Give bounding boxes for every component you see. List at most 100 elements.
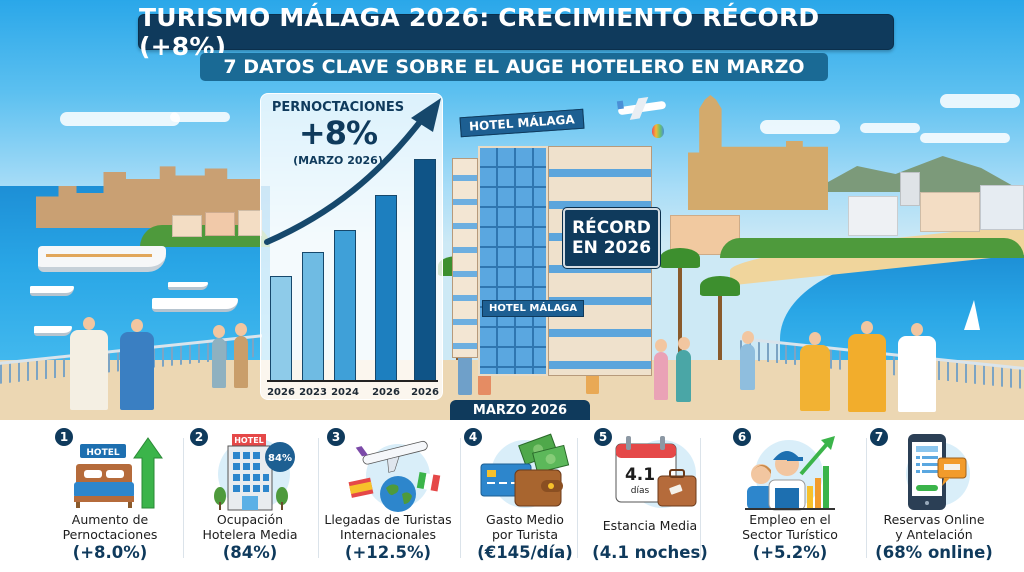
svg-text:HOTEL: HOTEL: [234, 436, 264, 445]
hotel-sign-bottom: HOTEL MÁLAGA: [482, 300, 585, 317]
tourist: [212, 325, 226, 388]
palm-tree: [660, 248, 700, 390]
hotel-wing-left: [452, 158, 478, 358]
tourist: [740, 331, 755, 390]
metric-value: (+5.2%): [752, 543, 828, 562]
record-line-1: RÉCORD: [572, 218, 651, 238]
tourist: [70, 317, 108, 410]
svg-text:HOTEL: HOTEL: [86, 448, 119, 458]
svg-text:4.1: 4.1: [625, 465, 655, 485]
metric-value: (+12.5%): [344, 543, 432, 562]
page-title: TURISMO MÁLAGA 2026: CRECIMIENTO RÉCORD …: [138, 3, 894, 61]
metric-value: (+8.0%): [72, 543, 148, 562]
metric-label: Reservas Online y Antelación: [864, 512, 1004, 542]
metric-card-overnight-stays: 1 HOTEL Aumento de Pernoctaciones (+8.0%…: [40, 420, 180, 572]
metric-label-line: Gasto Medio: [486, 512, 564, 527]
tourist: [120, 319, 154, 410]
metric-number-badge: 5: [594, 428, 612, 446]
building: [900, 172, 920, 206]
metric-card-average-stay: 5 4.1 días Estancia Media (4.1 noches): [580, 420, 720, 572]
hot-air-balloon: [652, 124, 664, 138]
metric-card-online-bookings: 7 Reservas Online y Antelación (68% onli…: [860, 420, 1010, 572]
metric-value: (68% online): [875, 543, 993, 562]
metric-value: (84%): [222, 543, 278, 562]
yacht: [34, 326, 72, 336]
yacht: [168, 282, 208, 290]
hotel-bed-growth-icon: HOTEL: [74, 437, 163, 509]
building: [980, 185, 1024, 230]
divider: [866, 438, 867, 558]
metric-value: (€145/día): [477, 543, 573, 562]
yacht: [30, 286, 74, 296]
divider: [577, 438, 578, 558]
cruise-ship: [38, 246, 166, 272]
metric-label-line: y Antelación: [895, 527, 973, 542]
plane-globe-flags-icon: [348, 440, 441, 512]
building: [848, 196, 898, 236]
metric-label-line: Reservas Online: [883, 512, 985, 527]
yacht: [152, 298, 238, 312]
metric-label: Gasto Medio por Turista: [455, 512, 595, 542]
metric-label-line: Aumento de: [71, 512, 149, 527]
record-line-2: EN 2026: [571, 238, 652, 258]
metric-number-badge: 3: [327, 428, 345, 446]
tourist: [234, 323, 248, 388]
cloud: [940, 94, 1020, 108]
cloud: [60, 112, 180, 126]
metric-label: Llegadas de Turistas Internacionales: [318, 512, 458, 542]
smartphone-booking-icon: [906, 434, 970, 510]
metric-label-line: Hotelera Media: [202, 527, 298, 542]
page-subtitle: 7 DATOS CLAVE SOBRE EL AUGE HOTELERO EN …: [200, 53, 828, 81]
date-tab: MARZO 2026: [450, 400, 590, 420]
x-tick-label: 2023: [299, 387, 327, 398]
metric-number-badge: 4: [464, 428, 482, 446]
metric-number-badge: 7: [870, 428, 888, 446]
chart-title: PERNOCTACIONES: [271, 100, 405, 115]
trees: [720, 238, 1024, 258]
divider: [183, 438, 184, 558]
metric-label-line: Empleo en el: [749, 512, 831, 527]
divider: [700, 438, 701, 558]
metric-label-line: Pernoctaciones: [62, 527, 158, 542]
tourist: [654, 339, 668, 400]
x-tick-label: 2026: [267, 387, 295, 398]
svg-text:días: días: [631, 486, 650, 496]
tourist: [898, 323, 936, 412]
metric-label-line: Llegadas de Turistas: [324, 512, 452, 527]
chart-bar: [302, 252, 324, 382]
chart-baseline: [267, 380, 438, 382]
trend-arrow-icon: [264, 98, 441, 245]
x-tick-label: 2024: [331, 387, 359, 398]
metric-label-line: Sector Turístico: [742, 527, 838, 542]
metric-number-badge: 1: [55, 428, 73, 446]
cloud: [760, 120, 840, 134]
building: [172, 215, 202, 237]
workers-growth-chart-icon: [745, 436, 835, 511]
chart-bar: [414, 159, 436, 382]
building: [205, 212, 235, 236]
metric-label-line: Ocupación: [216, 512, 284, 527]
building: [238, 210, 262, 236]
metric-card-international-arrivals: 3 Llegadas de Turistas Internacionales (…: [318, 420, 458, 572]
chart-bar: [375, 195, 397, 382]
tourist: [848, 321, 886, 412]
cloud: [170, 112, 230, 122]
metric-label: Estancia Media: [580, 518, 720, 533]
cloud: [860, 123, 920, 133]
metric-label: Ocupación Hotelera Media: [180, 512, 320, 542]
chart-bar: [334, 230, 356, 382]
tourist: [800, 332, 830, 411]
chart-bar: [270, 276, 292, 382]
metric-number-badge: 2: [190, 428, 208, 446]
x-tick-label: 2026: [372, 387, 400, 398]
metric-value: (4.1 noches): [592, 543, 708, 562]
hotel-sign-top: HOTEL MÁLAGA: [459, 108, 585, 138]
metric-label-line: Estancia Media: [602, 518, 698, 533]
metric-label: Aumento de Pernoctaciones: [40, 512, 180, 542]
x-tick-label: 2026: [411, 387, 439, 398]
chart-bars: 2026 2023 2024 2026 2026: [261, 94, 444, 401]
tourist: [676, 337, 691, 402]
metric-label: Empleo en el Sector Turístico: [720, 512, 860, 542]
metric-label-line: por Turista: [491, 527, 559, 542]
divider: [460, 438, 461, 558]
